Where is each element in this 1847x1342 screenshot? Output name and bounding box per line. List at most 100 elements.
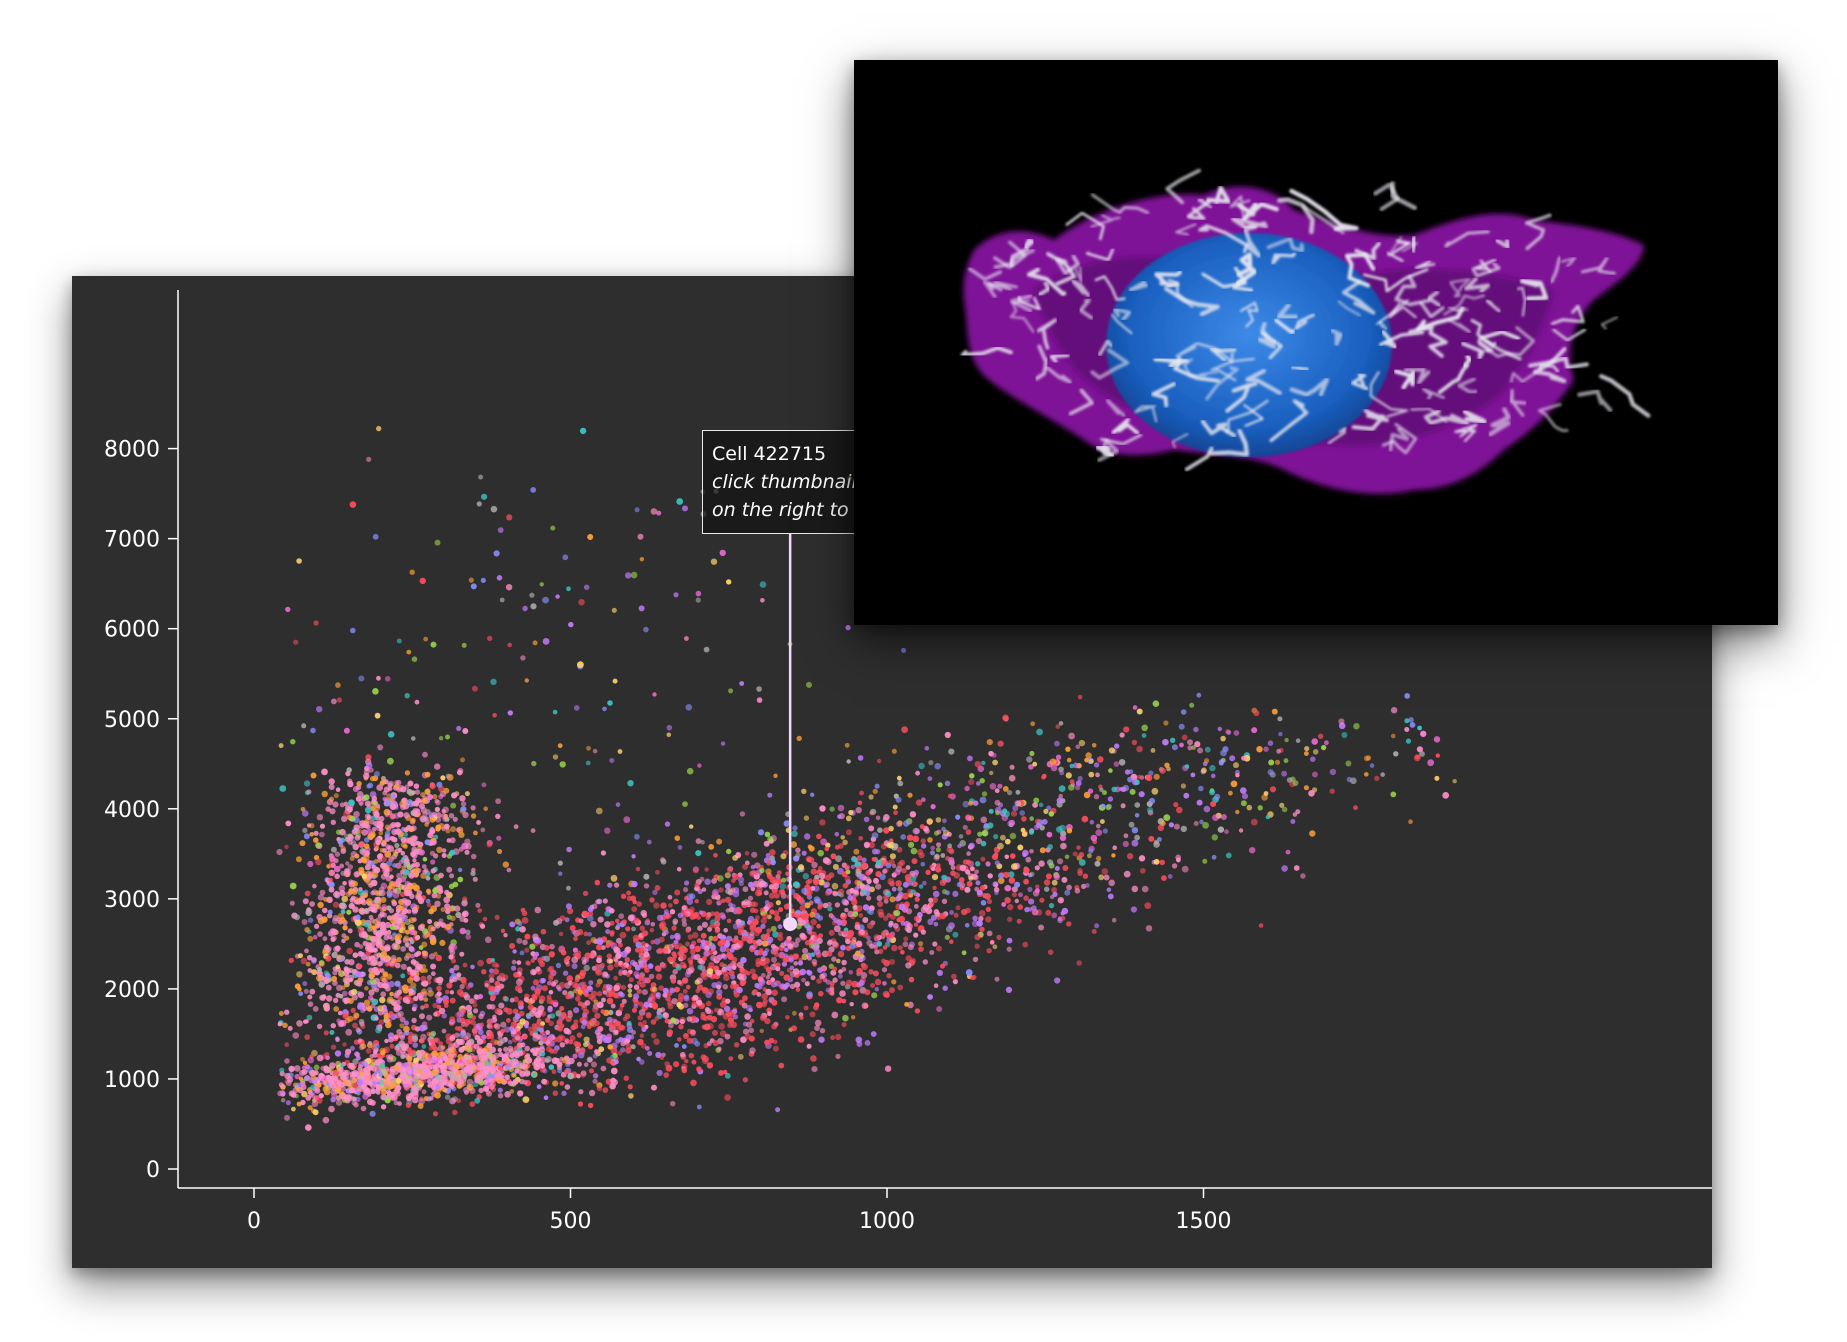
data-point <box>1141 885 1149 893</box>
data-point <box>641 958 647 964</box>
data-point <box>605 991 612 998</box>
data-point <box>930 804 936 810</box>
data-point <box>743 899 750 906</box>
data-point <box>1241 793 1249 800</box>
data-point <box>1211 854 1217 860</box>
data-point <box>1035 884 1040 889</box>
data-point <box>1157 837 1162 842</box>
data-point <box>379 996 386 1004</box>
data-point <box>1131 827 1139 834</box>
data-point <box>742 1077 749 1083</box>
data-point <box>568 1057 575 1065</box>
data-point <box>948 748 955 755</box>
data-point <box>358 1064 363 1069</box>
data-point <box>810 886 816 891</box>
data-point <box>1281 865 1288 872</box>
data-point <box>494 1007 502 1015</box>
data-point <box>793 961 798 966</box>
data-point <box>416 950 422 956</box>
data-point <box>1041 818 1048 825</box>
data-point <box>1278 731 1283 737</box>
data-point <box>1066 921 1072 927</box>
data-point <box>509 943 516 949</box>
data-point <box>660 858 667 865</box>
data-point <box>370 1088 377 1095</box>
data-point <box>1309 830 1316 837</box>
data-point <box>414 801 420 807</box>
data-point <box>1171 744 1178 751</box>
data-point <box>1076 960 1082 966</box>
data-point <box>394 1045 400 1051</box>
data-point <box>608 958 614 964</box>
data-point <box>430 963 437 970</box>
data-point <box>1187 745 1193 751</box>
data-point <box>1176 806 1183 814</box>
data-point <box>471 1015 477 1020</box>
data-point <box>588 1089 596 1097</box>
data-point <box>1023 878 1029 885</box>
data-point <box>718 1070 724 1076</box>
data-point <box>1112 845 1117 850</box>
data-point <box>418 849 425 856</box>
data-point <box>422 751 428 758</box>
data-point <box>705 1000 712 1007</box>
data-point <box>355 1052 361 1058</box>
data-point <box>804 923 810 929</box>
data-point <box>993 834 999 840</box>
data-point <box>302 1065 307 1070</box>
data-point <box>596 1032 603 1039</box>
data-point <box>380 950 387 957</box>
data-point <box>445 908 451 915</box>
data-point <box>1274 759 1281 765</box>
data-point <box>371 864 377 870</box>
data-point <box>352 880 358 887</box>
data-point <box>1088 771 1095 778</box>
data-point <box>935 817 942 823</box>
data-point <box>1181 734 1188 741</box>
data-point <box>851 856 858 863</box>
data-point <box>1311 738 1318 745</box>
data-point <box>545 1017 551 1023</box>
data-point <box>1068 732 1075 740</box>
data-point <box>1277 716 1283 722</box>
data-point <box>1364 772 1369 777</box>
data-point <box>489 985 495 991</box>
data-point <box>792 1010 797 1016</box>
data-point <box>440 907 446 912</box>
data-point <box>793 881 800 888</box>
data-point <box>866 878 872 884</box>
data-point <box>959 864 967 872</box>
data-point <box>587 932 592 937</box>
data-point <box>719 938 727 946</box>
data-point <box>459 1017 466 1024</box>
data-point <box>394 980 401 987</box>
data-point <box>1137 774 1142 780</box>
data-point <box>1098 874 1105 881</box>
data-point <box>407 924 415 931</box>
data-point <box>578 1089 584 1095</box>
data-point <box>347 998 354 1004</box>
data-point <box>605 929 611 935</box>
data-point <box>922 959 928 965</box>
data-point <box>579 969 587 976</box>
data-point <box>969 974 975 981</box>
data-point <box>394 1087 400 1093</box>
data-point <box>836 997 843 1004</box>
data-point <box>588 911 594 917</box>
data-point <box>745 1021 753 1028</box>
data-point <box>1011 886 1018 893</box>
data-point <box>927 837 933 843</box>
data-point <box>866 895 872 901</box>
data-point <box>737 872 743 878</box>
data-point <box>1066 828 1073 834</box>
data-point <box>381 856 387 863</box>
data-point <box>891 886 897 892</box>
data-point <box>325 806 331 812</box>
data-point <box>312 1006 319 1012</box>
data-point <box>777 924 783 930</box>
data-point <box>446 774 454 781</box>
data-point <box>352 1022 358 1029</box>
data-point <box>388 1011 394 1016</box>
data-point <box>370 937 376 944</box>
